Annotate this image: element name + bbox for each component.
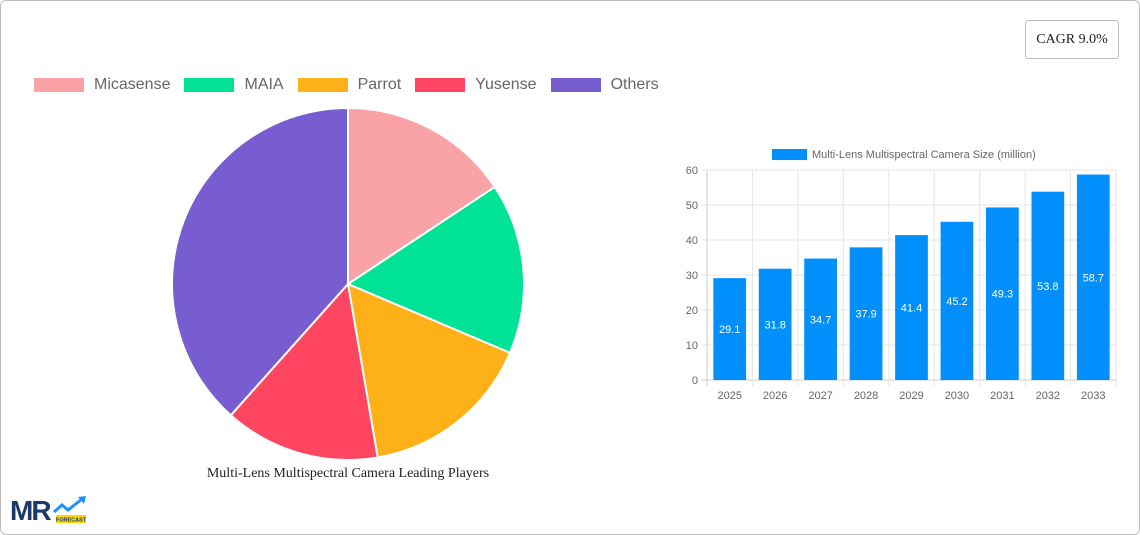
y-tick-label: 30 bbox=[686, 270, 698, 282]
legend-item-micasense[interactable]: Micasense bbox=[34, 76, 170, 94]
bar-data-label: 29.1 bbox=[719, 324, 740, 336]
pie-chart-title: Multi-Lens Multispectral Camera Leading … bbox=[188, 466, 508, 482]
legend-label: Others bbox=[611, 76, 659, 94]
cagr-badge: CAGR 9.0% bbox=[1025, 20, 1119, 59]
legend-label: Micasense bbox=[94, 76, 170, 94]
x-tick-label: 2033 bbox=[1081, 390, 1105, 402]
bar-legend-label[interactable]: Multi-Lens Multispectral Camera Size (mi… bbox=[812, 149, 1036, 161]
legend-item-others[interactable]: Others bbox=[551, 76, 659, 94]
x-tick-label: 2028 bbox=[854, 390, 878, 402]
legend-label: Yusense bbox=[475, 76, 536, 94]
bar-data-label: 37.9 bbox=[855, 309, 876, 321]
legend-swatch bbox=[415, 78, 465, 92]
x-tick-label: 2031 bbox=[990, 390, 1014, 402]
x-tick-label: 2032 bbox=[1036, 390, 1060, 402]
bar-data-label: 41.4 bbox=[901, 303, 922, 315]
pie-legend: Micasense MAIA Parrot Yusense Others bbox=[34, 74, 673, 96]
legend-swatch bbox=[184, 78, 234, 92]
bar-data-label: 53.8 bbox=[1037, 281, 1058, 293]
bar-data-label: 49.3 bbox=[992, 289, 1013, 301]
logo-badge: FORECAST bbox=[56, 518, 87, 524]
x-tick-label: 2026 bbox=[763, 390, 787, 402]
y-tick-label: 60 bbox=[686, 165, 698, 177]
legend-item-parrot[interactable]: Parrot bbox=[298, 76, 402, 94]
legend-swatch bbox=[298, 78, 348, 92]
cagr-label: CAGR 9.0% bbox=[1036, 32, 1108, 48]
y-tick-label: 10 bbox=[686, 340, 698, 352]
bar-data-label: 58.7 bbox=[1083, 272, 1104, 284]
x-tick-label: 2025 bbox=[717, 390, 741, 402]
y-tick-label: 40 bbox=[686, 235, 698, 247]
mr-forecast-logo: MR FORECAST bbox=[10, 494, 90, 526]
bar-data-label: 34.7 bbox=[810, 314, 831, 326]
legend-label: Parrot bbox=[358, 76, 402, 94]
bar-legend-swatch bbox=[772, 149, 807, 160]
bar-data-label: 31.8 bbox=[764, 319, 785, 331]
y-tick-label: 50 bbox=[686, 200, 698, 212]
y-tick-label: 0 bbox=[692, 375, 698, 387]
x-tick-label: 2027 bbox=[808, 390, 832, 402]
bar-data-label: 45.2 bbox=[946, 296, 967, 308]
legend-swatch bbox=[34, 78, 84, 92]
trend-arrow-icon bbox=[54, 499, 82, 512]
x-tick-label: 2029 bbox=[899, 390, 923, 402]
bar-chart: Multi-Lens Multispectral Camera Size (mi… bbox=[670, 140, 1130, 410]
x-tick-label: 2030 bbox=[945, 390, 969, 402]
legend-label: MAIA bbox=[244, 76, 283, 94]
pie-chart bbox=[170, 106, 528, 464]
legend-item-yusense[interactable]: Yusense bbox=[415, 76, 536, 94]
legend-item-maia[interactable]: MAIA bbox=[184, 76, 283, 94]
y-tick-label: 20 bbox=[686, 305, 698, 317]
legend-swatch bbox=[551, 78, 601, 92]
logo-text: MR bbox=[10, 495, 51, 526]
